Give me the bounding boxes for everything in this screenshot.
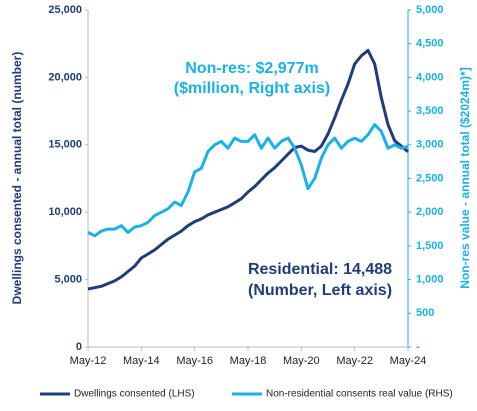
series-line (87, 48, 409, 291)
annotation: Non-res: $2,977m (185, 60, 318, 77)
y-tick-label: 10,000 (48, 206, 82, 218)
legend-label: Non-residential consents real value (RHS… (266, 389, 453, 400)
y2-tick-label: 4,500 (416, 38, 444, 50)
y2-tick-label: 3,000 (416, 139, 444, 151)
y2-tick-label: 5,000 (416, 4, 444, 16)
series-line (87, 123, 409, 238)
y2-tick-label: 2,000 (416, 206, 444, 218)
annotation: Residential: 14,488 (248, 261, 392, 278)
y2-tick-label: 1,000 (416, 274, 444, 286)
x-tick-label: May-18 (230, 355, 267, 367)
y-tick-label: 5,000 (54, 274, 82, 286)
annotation: ($million, Right axis) (174, 80, 330, 97)
x-tick-label: May-12 (70, 355, 107, 367)
x-tick-label: May-22 (336, 355, 373, 367)
y2-tick-label: 3,500 (416, 105, 444, 117)
y2-tick-label: 4,000 (416, 71, 444, 83)
y2-tick-label: 500 (416, 307, 434, 319)
x-tick-label: May-14 (123, 355, 160, 367)
y-axis-title: Dwellings consented - annual total (numb… (10, 52, 24, 305)
legend-label: Dwellings consented (LHS) (74, 389, 195, 400)
annotation: (Number, Left axis) (248, 282, 392, 299)
y-tick-label: 25,000 (48, 4, 82, 16)
y2-tick-label: 1,500 (416, 240, 444, 252)
y2-tick-label: - (416, 341, 420, 353)
y2-axis-title: Non-res value - annual total ($2024m)*] (458, 67, 472, 288)
x-tick-label: May-16 (176, 355, 213, 367)
y-tick-label: 20,000 (48, 71, 82, 83)
x-tick-label: May-24 (390, 355, 427, 367)
y-tick-label: 0 (76, 341, 82, 353)
y2-tick-label: 2,500 (416, 172, 444, 184)
y-tick-label: 15,000 (48, 139, 82, 151)
x-tick-label: May-20 (283, 355, 320, 367)
